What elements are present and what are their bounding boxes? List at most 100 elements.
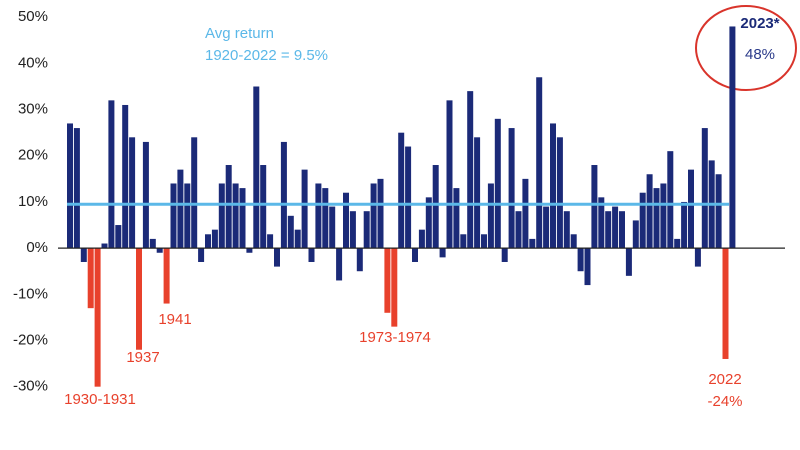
- annotation: 2023*: [740, 15, 779, 32]
- bar: [522, 178, 529, 249]
- bar: [550, 123, 556, 249]
- bar: [501, 248, 508, 262]
- annotation: 2022: [708, 371, 741, 388]
- value-label: 48%: [745, 46, 775, 63]
- bar: [377, 178, 384, 249]
- bar: [439, 248, 446, 258]
- bar: [674, 238, 681, 249]
- bar: [474, 137, 481, 249]
- bar: [405, 146, 412, 249]
- annotation: 1941: [158, 311, 191, 328]
- bar: [253, 86, 260, 249]
- bar: [398, 132, 405, 249]
- bar: [715, 174, 722, 249]
- bar: [225, 165, 232, 249]
- bar: [142, 141, 149, 249]
- bar: [184, 183, 191, 249]
- bar: [129, 137, 136, 249]
- bar: [481, 234, 487, 249]
- bar: [729, 26, 736, 249]
- bar: [315, 183, 322, 249]
- bar: [591, 165, 598, 249]
- bar: [177, 169, 184, 249]
- bar: [370, 183, 377, 249]
- bar: [87, 248, 94, 309]
- bar: [681, 201, 688, 249]
- annotation: 1930-1931: [64, 391, 136, 408]
- bar: [722, 248, 729, 359]
- bar: [605, 211, 612, 249]
- bar: [577, 248, 584, 272]
- bar: [660, 183, 667, 249]
- bar: [260, 165, 267, 249]
- bar: [529, 238, 536, 249]
- bar: [211, 229, 218, 249]
- bar: [619, 211, 625, 249]
- bar: [432, 165, 439, 249]
- bar: [653, 188, 660, 249]
- bar: [584, 248, 591, 286]
- bar: [122, 104, 129, 249]
- bar: [80, 248, 87, 262]
- bar: [667, 151, 674, 249]
- bar: [701, 128, 708, 249]
- bar: [453, 188, 460, 249]
- bar: [412, 248, 418, 262]
- bar: [67, 123, 73, 249]
- bar: [101, 243, 108, 249]
- bar: [508, 128, 515, 249]
- bar: [115, 225, 122, 249]
- y-tick-label: 20%: [18, 147, 48, 164]
- y-tick-label: 0%: [26, 239, 48, 256]
- bar: [446, 100, 453, 249]
- bar: [391, 248, 398, 327]
- bar: [425, 197, 432, 249]
- bar: [343, 192, 349, 249]
- bar: [218, 183, 225, 249]
- bar: [612, 206, 619, 249]
- bar: [239, 188, 246, 249]
- bar: [460, 234, 467, 249]
- bar: [467, 91, 474, 249]
- bar: [487, 183, 494, 249]
- annotation: 1937: [126, 349, 159, 366]
- bar: [108, 100, 115, 249]
- bar: [363, 211, 370, 249]
- bar: [322, 188, 329, 249]
- annotation: 1973-1974: [359, 329, 431, 346]
- bar: [198, 248, 205, 262]
- bar: [418, 229, 425, 249]
- bar: [563, 211, 570, 249]
- bar: [274, 248, 280, 267]
- bar: [494, 118, 501, 249]
- bar: [694, 248, 701, 267]
- y-tick-label: 10%: [18, 193, 48, 210]
- bar: [384, 248, 391, 313]
- y-tick-label: -30%: [13, 378, 48, 395]
- bar: [280, 141, 287, 249]
- bar: [73, 128, 80, 249]
- value-label: -24%: [707, 393, 742, 410]
- bar: [515, 211, 522, 249]
- bar: [646, 174, 653, 249]
- y-tick-label: -10%: [13, 285, 48, 302]
- bar: [570, 234, 577, 249]
- bar: [632, 220, 639, 249]
- y-tick-label: 30%: [18, 101, 48, 118]
- bar: [598, 197, 605, 249]
- avg-label: Avg return: [205, 25, 274, 42]
- bar: [556, 137, 563, 249]
- bar: [267, 234, 274, 249]
- bar: [329, 206, 336, 249]
- bar: [308, 248, 315, 262]
- bar: [94, 248, 101, 387]
- highlight-circle: [695, 5, 797, 91]
- y-tick-label: -20%: [13, 331, 48, 348]
- avg-label: 1920-2022 = 9.5%: [205, 47, 328, 64]
- bar: [301, 169, 308, 249]
- bar: [232, 183, 239, 249]
- bar: [356, 248, 363, 272]
- bar: [536, 77, 543, 249]
- bar: [163, 248, 170, 304]
